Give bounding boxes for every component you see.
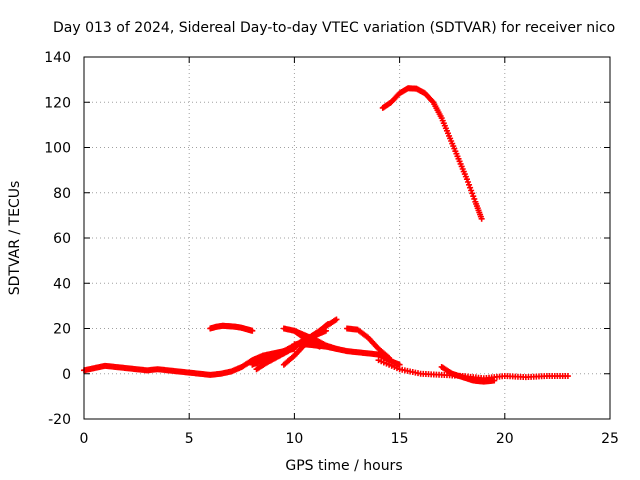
series-plateau-10-14	[291, 341, 403, 368]
data-point	[333, 316, 340, 323]
x-tick-label: 0	[80, 431, 89, 447]
data-point	[478, 215, 485, 222]
data-point	[471, 195, 478, 202]
data-point	[466, 181, 473, 188]
y-tick-label: 20	[53, 322, 71, 338]
data-point	[463, 176, 470, 183]
x-axis: 0 5 10 15 20 25	[80, 57, 619, 447]
x-tick-label: 20	[496, 431, 514, 447]
y-axis: -20 0 20 40 60 80 100 120 140	[44, 50, 610, 428]
data-point	[470, 193, 477, 200]
y-tick-label: 120	[44, 95, 71, 111]
data-point	[464, 179, 471, 186]
series-arc-6-8	[207, 322, 256, 334]
series-bump-12-14	[344, 325, 393, 361]
y-tick-label: 60	[53, 231, 71, 247]
data-point	[491, 377, 498, 384]
data-point	[249, 327, 256, 334]
y-tick-label: 100	[44, 141, 71, 157]
data-point	[468, 187, 475, 194]
x-tick-label: 5	[185, 431, 194, 447]
chart-title: Day 013 of 2024, Sidereal Day-to-day VTE…	[53, 20, 615, 36]
data-point	[429, 98, 436, 105]
data-point	[469, 190, 476, 197]
y-axis-label: SDTVAR / TECUs	[7, 181, 23, 296]
x-tick-label: 10	[285, 431, 303, 447]
data-point	[564, 373, 571, 380]
series-baseline	[81, 345, 298, 378]
y-tick-label: -20	[48, 412, 71, 428]
plot-frame	[83, 56, 611, 420]
data-point	[386, 354, 393, 361]
y-tick-label: 40	[53, 276, 71, 292]
series-peak-arc	[379, 85, 485, 222]
data-layer	[81, 85, 571, 385]
x-tick-label: 25	[601, 431, 619, 447]
grid	[84, 57, 610, 419]
y-tick-label: 80	[53, 186, 71, 202]
data-point	[467, 184, 474, 191]
x-axis-label: GPS time / hours	[285, 458, 402, 474]
x-tick-label: 15	[391, 431, 409, 447]
series-dip-17-19	[438, 363, 498, 385]
y-tick-label: 140	[44, 50, 71, 66]
y-tick-label: 0	[62, 367, 71, 383]
